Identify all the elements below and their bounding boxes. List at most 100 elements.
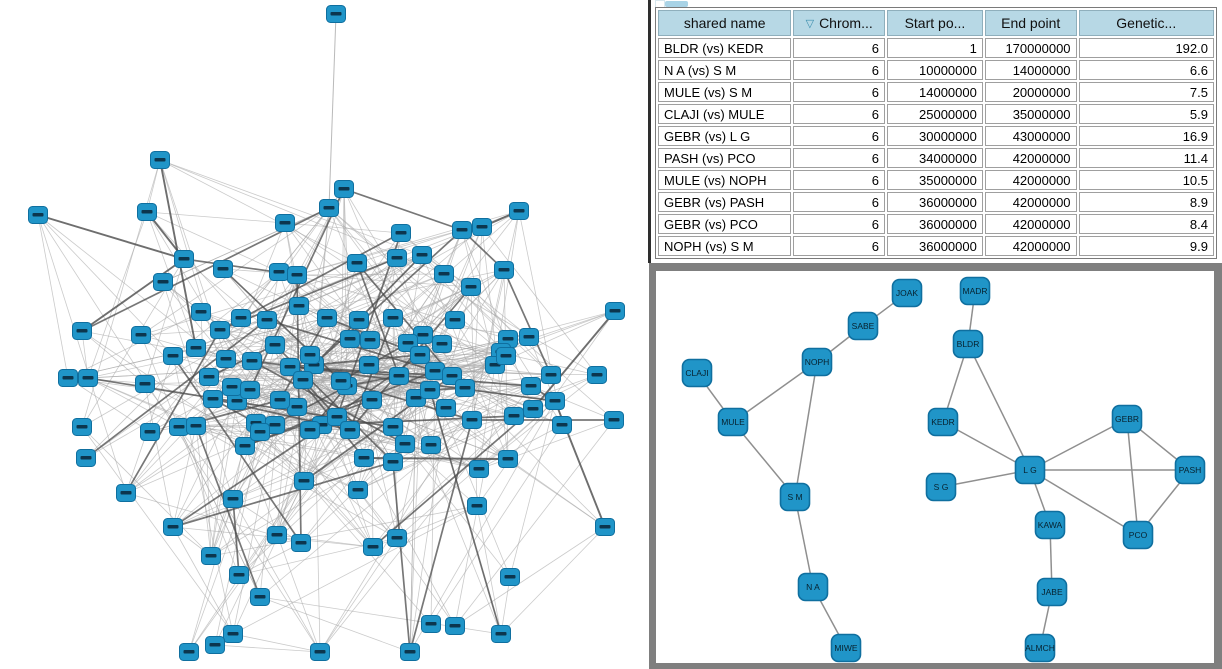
network-node-NOPH[interactable]: NOPH: [801, 347, 833, 377]
hairball-node[interactable]: [410, 346, 430, 364]
network-node-SABE[interactable]: SABE: [847, 311, 879, 341]
hairball-node[interactable]: [131, 326, 151, 344]
hairball-node[interactable]: [421, 615, 441, 633]
table-cell[interactable]: 8.4: [1078, 214, 1214, 234]
hairball-node[interactable]: [387, 249, 407, 267]
hairball-node[interactable]: [462, 411, 482, 429]
network-node-PASH[interactable]: PASH: [1174, 455, 1206, 485]
table-cell[interactable]: GEBR (vs) L G: [658, 126, 792, 146]
network-node-MIWE[interactable]: MIWE: [830, 633, 862, 663]
horizontal-scrollbar-thumb[interactable]: [665, 1, 688, 7]
column-header-3[interactable]: End point: [984, 10, 1077, 36]
hairball-node[interactable]: [287, 398, 307, 416]
hairball-node[interactable]: [354, 449, 374, 467]
hairball-node[interactable]: [78, 369, 98, 387]
hairball-node[interactable]: [191, 303, 211, 321]
hairball-node[interactable]: [461, 278, 481, 296]
hairball-node[interactable]: [500, 568, 520, 586]
table-cell[interactable]: 30000000: [887, 126, 983, 146]
hairball-node[interactable]: [391, 224, 411, 242]
hairball-node[interactable]: [76, 449, 96, 467]
table-cell[interactable]: 42000000: [984, 148, 1077, 168]
hairball-node[interactable]: [496, 347, 516, 365]
hairball-node[interactable]: [605, 302, 625, 320]
hairball-node[interactable]: [509, 202, 529, 220]
hairball-node[interactable]: [552, 416, 572, 434]
table-cell[interactable]: 10000000: [887, 60, 983, 80]
hairball-node[interactable]: [257, 311, 277, 329]
hairball-node[interactable]: [267, 526, 287, 544]
hairball-node[interactable]: [389, 367, 409, 385]
table-cell[interactable]: 42000000: [984, 214, 1077, 234]
hairball-node[interactable]: [265, 336, 285, 354]
hairball-node[interactable]: [445, 311, 465, 329]
hairball-node[interactable]: [137, 203, 157, 221]
column-header-0[interactable]: shared name: [658, 10, 792, 36]
network-edge-L G-GEBR[interactable]: [1029, 418, 1128, 471]
table-cell[interactable]: 6: [793, 38, 886, 58]
hairball-node[interactable]: [349, 311, 369, 329]
hairball-node[interactable]: [319, 199, 339, 217]
table-row[interactable]: PASH (vs) PCO 6 34000000 42000000 11.4: [658, 148, 1214, 168]
hairball-node[interactable]: [504, 407, 524, 425]
column-header-2[interactable]: Start po...: [887, 10, 983, 36]
hairball-node[interactable]: [317, 309, 337, 327]
network-node-JABE[interactable]: JABE: [1036, 577, 1068, 607]
network-edge-L G-PCO[interactable]: [1029, 469, 1139, 536]
table-cell[interactable]: 6: [793, 236, 886, 256]
hairball-node[interactable]: [421, 436, 441, 454]
hairball-node[interactable]: [413, 326, 433, 344]
hairball-node[interactable]: [201, 547, 221, 565]
hairball-node[interactable]: [250, 588, 270, 606]
hairball-node[interactable]: [348, 481, 368, 499]
hairball-node[interactable]: [595, 518, 615, 536]
table-row[interactable]: GEBR (vs) PCO 6 36000000 42000000 8.4: [658, 214, 1214, 234]
hairball-node[interactable]: [293, 371, 313, 389]
network-node-MADR[interactable]: MADR: [959, 276, 991, 306]
hairball-node[interactable]: [199, 368, 219, 386]
hairball-node[interactable]: [472, 218, 492, 236]
hairball-node[interactable]: [174, 250, 194, 268]
hairball-node[interactable]: [469, 460, 489, 478]
network-node-CLAJI[interactable]: CLAJI: [681, 358, 713, 388]
hairball-node[interactable]: [334, 180, 354, 198]
hairball-node[interactable]: [280, 358, 300, 376]
table-cell[interactable]: 35000000: [984, 104, 1077, 124]
hairball-node[interactable]: [58, 369, 78, 387]
hairball-node[interactable]: [523, 400, 543, 418]
hairball-node[interactable]: [541, 366, 561, 384]
hairball-node[interactable]: [179, 643, 199, 661]
network-node-N A[interactable]: N A: [797, 572, 829, 602]
table-cell[interactable]: N A (vs) S M: [658, 60, 792, 80]
hairball-node[interactable]: [229, 566, 249, 584]
hairball-node[interactable]: [169, 418, 189, 436]
secondary-network-view[interactable]: JOAK MADR SABE NOPH BLDR CLAJI MULE KEDR GEBR L G…: [656, 271, 1214, 663]
hairball-node[interactable]: [604, 411, 624, 429]
hairball-node[interactable]: [347, 254, 367, 272]
network-edge-GEBR-PCO[interactable]: [1126, 418, 1139, 536]
table-row[interactable]: BLDR (vs) KEDR 6 1 170000000 192.0: [658, 38, 1214, 58]
table-cell[interactable]: MULE (vs) S M: [658, 82, 792, 102]
network-node-S G[interactable]: S G: [925, 472, 957, 502]
hairball-node[interactable]: [186, 339, 206, 357]
table-cell[interactable]: 6: [793, 60, 886, 80]
hairball-node[interactable]: [425, 362, 445, 380]
table-row[interactable]: GEBR (vs) PASH 6 36000000 42000000 8.9: [658, 192, 1214, 212]
hairball-node[interactable]: [331, 372, 351, 390]
table-cell[interactable]: 35000000: [887, 170, 983, 190]
hairball-node[interactable]: [310, 643, 330, 661]
hairball-node[interactable]: [289, 297, 309, 315]
hairball-node[interactable]: [387, 529, 407, 547]
hairball-node[interactable]: [383, 453, 403, 471]
table-cell[interactable]: 6: [793, 104, 886, 124]
hairball-node[interactable]: [300, 346, 320, 364]
hairball-node[interactable]: [494, 261, 514, 279]
table-cell[interactable]: 34000000: [887, 148, 983, 168]
table-row[interactable]: NOPH (vs) S M 6 36000000 42000000 9.9: [658, 236, 1214, 256]
hairball-node[interactable]: [140, 423, 160, 441]
main-network-view[interactable]: [0, 0, 649, 669]
hairball-node[interactable]: [359, 356, 379, 374]
column-header-4[interactable]: Genetic...: [1078, 10, 1214, 36]
hairball-node[interactable]: [400, 643, 420, 661]
hairball-node[interactable]: [203, 390, 223, 408]
